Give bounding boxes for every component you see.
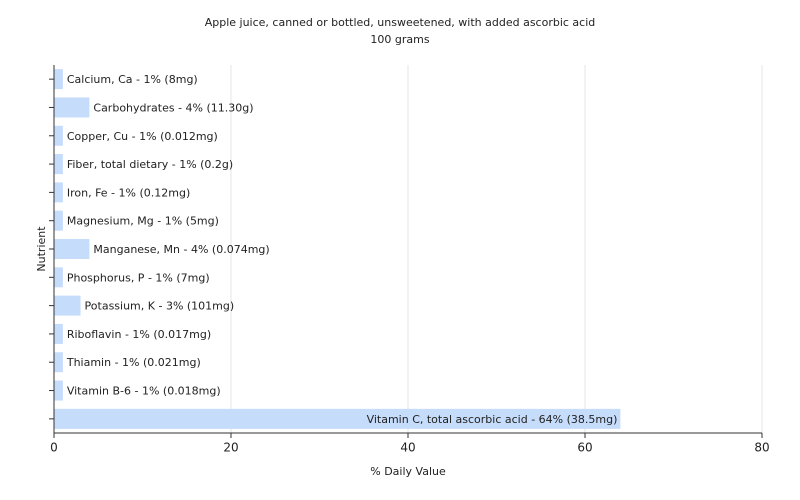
x-tick-label: 40 — [400, 441, 415, 455]
value-label: Copper, Cu - 1% (0.012mg) — [67, 130, 218, 143]
bar — [54, 239, 90, 259]
bar — [54, 323, 63, 344]
x-tick-label: 20 — [223, 441, 238, 455]
bar — [54, 154, 63, 175]
value-label: Manganese, Mn - 4% (0.074mg) — [93, 243, 269, 256]
x-tick-label: 80 — [754, 441, 769, 455]
bar — [54, 408, 621, 429]
value-label: Riboflavin - 1% (0.017mg) — [67, 328, 211, 341]
x-tick-label: 0 — [50, 441, 58, 455]
y-axis-label: Nutrient — [35, 226, 48, 272]
x-tick-label: 60 — [577, 441, 592, 455]
value-label: Vitamin C, total ascorbic acid - 64% (38… — [367, 413, 618, 426]
value-label: Fiber, total dietary - 1% (0.2g) — [67, 158, 233, 171]
bar — [54, 352, 63, 373]
value-label: Vitamin B-6 - 1% (0.018mg) — [67, 385, 221, 398]
bar — [54, 210, 63, 231]
bar — [54, 380, 63, 401]
bar — [54, 125, 63, 146]
value-label: Potassium, K - 3% (101mg) — [85, 300, 235, 313]
value-label: Carbohydrates - 4% (11.30g) — [93, 101, 253, 114]
bar — [54, 182, 63, 203]
value-label: Magnesium, Mg - 1% (5mg) — [67, 215, 219, 228]
bar — [54, 69, 63, 90]
value-label: Iron, Fe - 1% (0.12mg) — [67, 186, 190, 199]
value-label: Thiamin - 1% (0.021mg) — [66, 356, 201, 369]
x-axis-label: % Daily Value — [370, 465, 446, 478]
chart-title: Apple juice, canned or bottled, unsweete… — [205, 16, 596, 29]
value-label: Calcium, Ca - 1% (8mg) — [67, 73, 198, 86]
bar — [54, 97, 90, 118]
bar — [54, 267, 63, 288]
chart-subtitle: 100 grams — [370, 33, 429, 46]
bar — [54, 295, 81, 316]
value-label: Phosphorus, P - 1% (7mg) — [67, 271, 210, 284]
